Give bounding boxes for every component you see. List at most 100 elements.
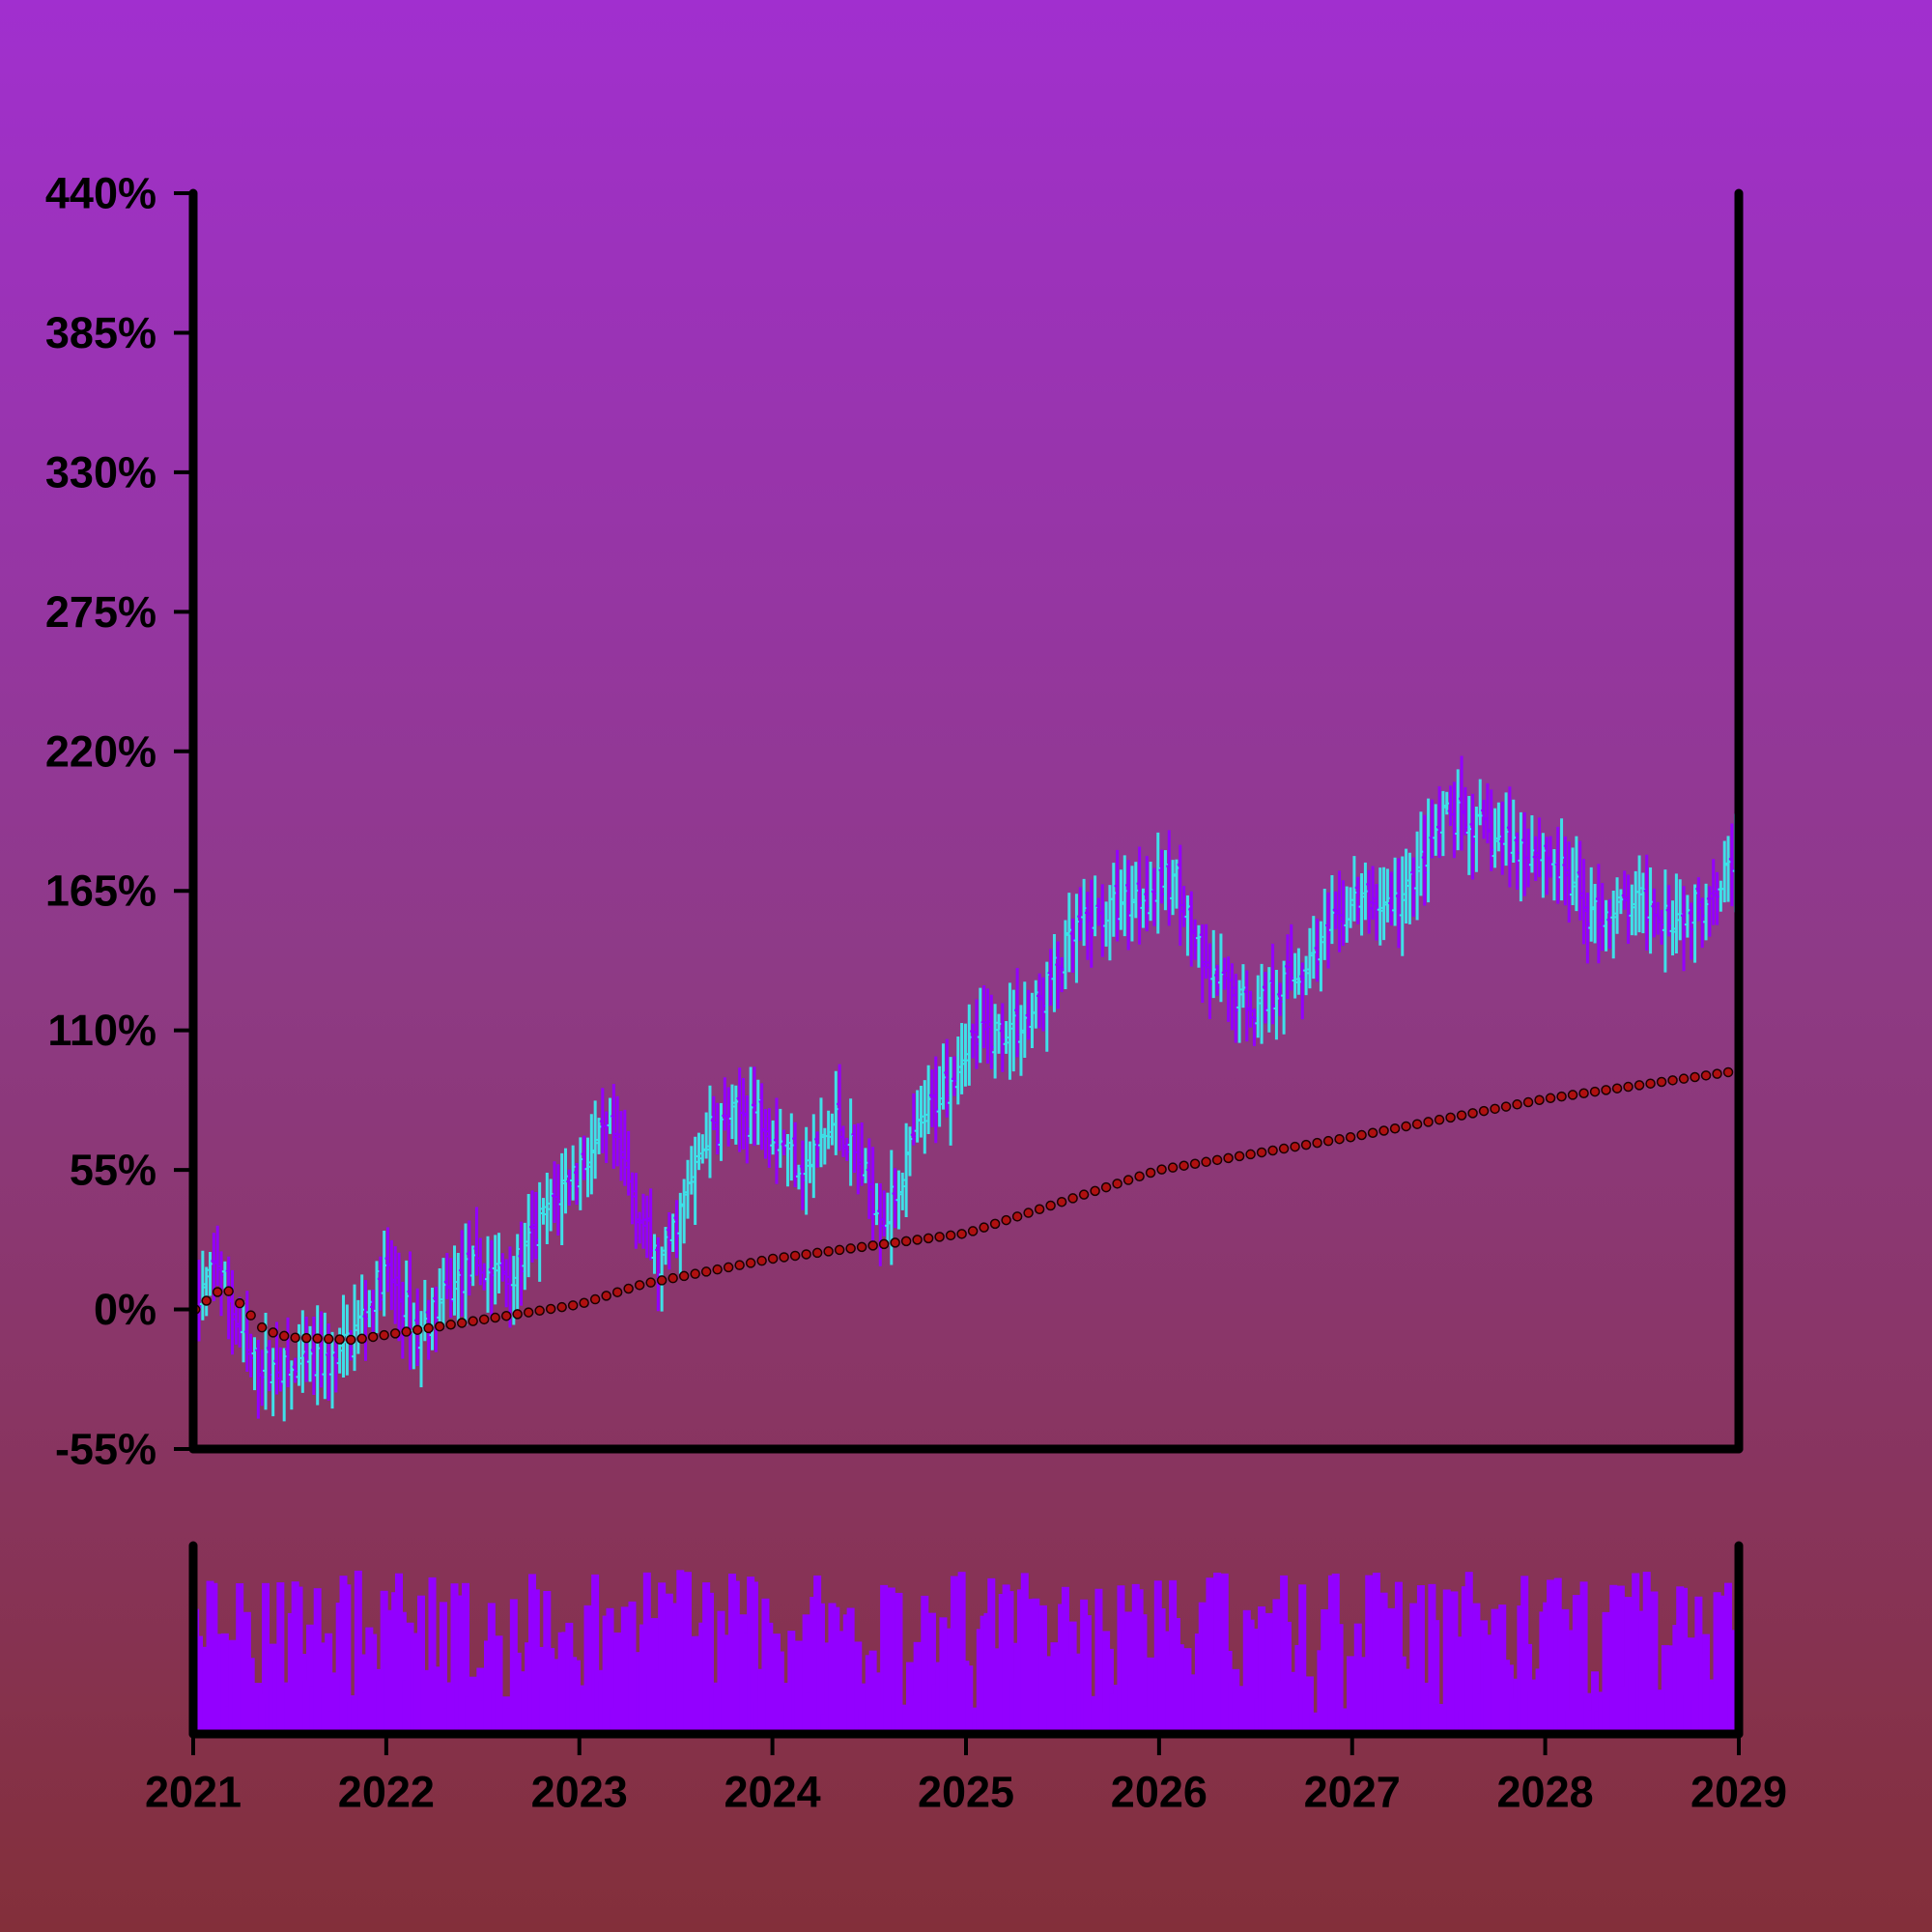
ohlc-bar: [810, 1114, 817, 1199]
volume-bar: [816, 1603, 825, 1734]
trend-marker: [1490, 1103, 1500, 1115]
ohlc-bar: [980, 985, 987, 1049]
volume-bar: [1464, 1572, 1473, 1734]
y-tick-label: 440%: [45, 169, 156, 218]
ohlc-bar: [1392, 857, 1399, 926]
volume-bar: [1272, 1599, 1281, 1734]
ohlc-bar: [577, 1137, 583, 1210]
ohlc-bar: [499, 1253, 506, 1282]
ohlc-bar: [1540, 833, 1547, 898]
volume-bar: [705, 1592, 714, 1734]
ohlc-bar: [1384, 868, 1391, 923]
trend-marker: [1545, 1093, 1556, 1104]
ohlc-bar: [688, 1146, 695, 1195]
y-tick-label: 330%: [45, 447, 156, 497]
trend-marker: [634, 1280, 645, 1291]
trend-marker: [611, 1287, 623, 1297]
ohlc-bar: [710, 1095, 717, 1130]
ohlc-bar: [1625, 874, 1632, 945]
volume-bar: [476, 1667, 485, 1734]
ohlc-bar: [1236, 980, 1243, 1043]
trend-marker: [745, 1258, 756, 1268]
x-tick-label: 2025: [918, 1768, 1014, 1817]
volume-bar: [1083, 1615, 1092, 1734]
ohlc-bar: [484, 1236, 491, 1313]
trend-marker: [456, 1318, 468, 1328]
trend-marker: [1434, 1114, 1445, 1125]
volume-bar: [802, 1614, 810, 1734]
trend-marker: [1378, 1125, 1389, 1136]
ohlc-bar: [940, 1043, 947, 1110]
ohlc-bar: [573, 1162, 580, 1206]
ohlc-bar: [788, 1113, 795, 1181]
ohlc-bar: [1595, 864, 1602, 964]
ohlc-bar: [784, 1133, 791, 1187]
ohlc-bar: [1532, 836, 1539, 882]
ohlc-bar: [1180, 886, 1187, 927]
volume-bar: [887, 1587, 895, 1734]
volume-bar: [398, 1611, 407, 1734]
trend-marker: [1334, 1133, 1345, 1145]
trend-marker: [1601, 1085, 1611, 1095]
trend-marker: [890, 1237, 900, 1248]
ohlc-bar: [392, 1246, 399, 1324]
ohlc-bar: [214, 1225, 221, 1286]
ohlc-bar: [843, 1137, 850, 1161]
ohlc-bar: [352, 1284, 358, 1372]
ohlc-bar: [625, 1130, 632, 1196]
ohlc-bar: [1377, 867, 1383, 946]
ohlc-bar: [1558, 818, 1565, 901]
ohlc-bar: [1370, 866, 1377, 921]
ohlc-bar: [603, 1111, 610, 1163]
trend-marker: [1478, 1105, 1490, 1117]
ohlc-bar: [1128, 866, 1135, 942]
ohlc-bar: [1007, 982, 1013, 1080]
y-tick-label: 275%: [45, 587, 156, 637]
x-axis: 2021 2022 2023 2024 2025 2026 2027 2028 2029: [145, 1734, 1787, 1817]
ohlc-bar: [869, 1147, 876, 1251]
ohlc-bar: [722, 1077, 728, 1131]
ohlc-bar: [762, 1109, 769, 1159]
volume-bar: [1591, 1671, 1600, 1734]
ohlc-bar: [1436, 785, 1443, 859]
trend-marker: [1090, 1185, 1100, 1197]
trend-marker: [1500, 1101, 1512, 1112]
trend-marker: [1690, 1071, 1700, 1083]
ohlc-bar: [592, 1100, 599, 1179]
y-axis: -55% 0% 55% 110% 165% 220% 275% 330% 385% 440%: [45, 169, 193, 1474]
ohlc-bar: [673, 1200, 680, 1259]
ohlc-bar: [1025, 989, 1032, 1040]
trend-marker: [1367, 1127, 1378, 1139]
ohlc-bar: [362, 1280, 369, 1361]
trend-marker: [1678, 1073, 1690, 1084]
volume-bar: [343, 1584, 352, 1734]
ohlc-bar: [1677, 879, 1684, 941]
ohlc-bar: [1207, 943, 1213, 1019]
trend-marker: [1278, 1143, 1290, 1154]
ohlc-bar: [799, 1140, 806, 1210]
ohlc-bar: [925, 1065, 932, 1134]
volume-bar: [1372, 1573, 1380, 1734]
trend-marker: [1223, 1152, 1234, 1164]
ohlc-bar: [1295, 948, 1302, 995]
ohlc-bar: [973, 999, 980, 1069]
y-tick-label: 165%: [45, 867, 156, 916]
ohlc-bar: [988, 994, 995, 1069]
ohlc-bar: [407, 1251, 413, 1371]
trend-marker: [490, 1312, 500, 1323]
trend-marker: [734, 1260, 745, 1270]
ohlc-bar: [1284, 934, 1291, 1000]
ohlc-bar: [1462, 786, 1468, 836]
trend-marker: [1634, 1080, 1645, 1091]
ohlc-bar: [1069, 918, 1076, 973]
ohlc-bar: [851, 1124, 858, 1174]
ohlc-bar: [1303, 955, 1310, 996]
volume-bar: [1416, 1585, 1425, 1734]
trend-marker: [678, 1270, 690, 1282]
trend-marker: [1034, 1204, 1045, 1215]
ohlc-bar: [1592, 884, 1599, 944]
ohlc-bar: [1714, 871, 1720, 925]
volume-bar: [613, 1632, 622, 1734]
ohlc-bar: [1525, 828, 1532, 888]
trend-marker: [1722, 1066, 1734, 1078]
